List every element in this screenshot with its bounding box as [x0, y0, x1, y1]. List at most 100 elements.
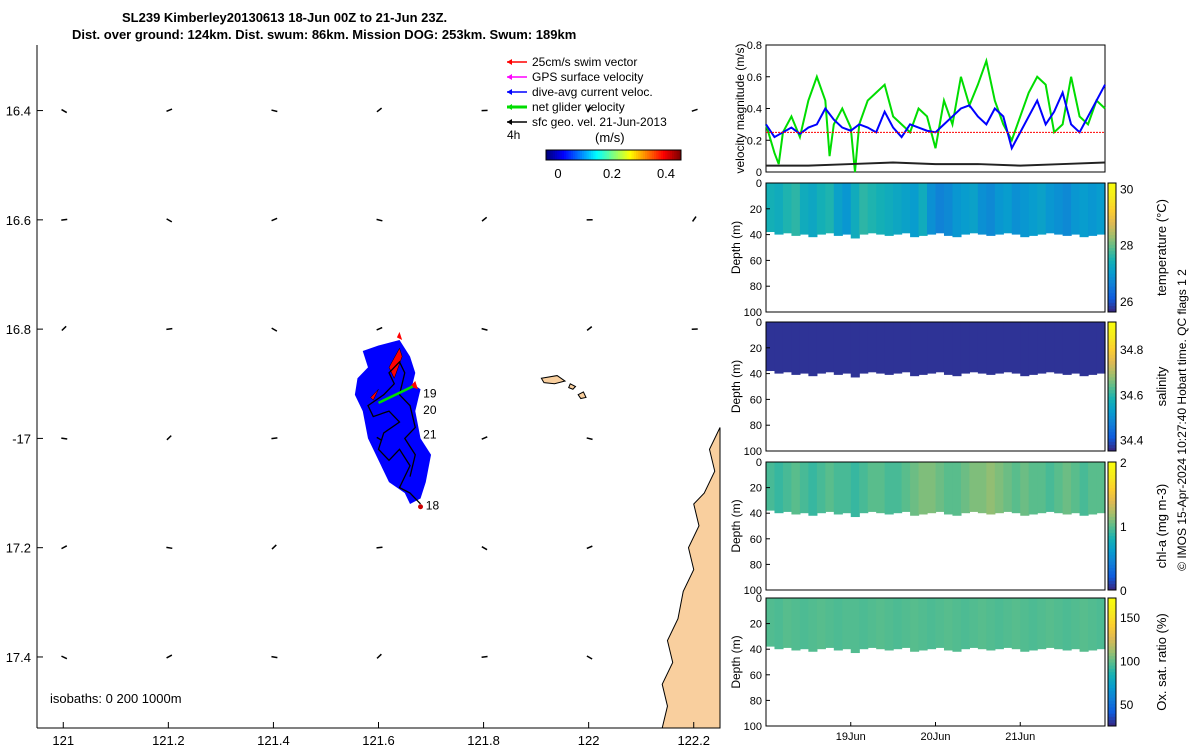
- section-colorbar-cell: [1108, 357, 1116, 362]
- section-data-column: [893, 598, 903, 650]
- section-colorbar-cell: [1108, 626, 1116, 631]
- section-colorbar-cell: [1108, 380, 1116, 384]
- section-colorbar-cell: [1108, 341, 1116, 346]
- section-data-column: [799, 183, 809, 235]
- section-data-column: [910, 322, 920, 377]
- section-data-column: [1028, 322, 1038, 375]
- section-data-column: [842, 598, 852, 650]
- legend-label: 25cm/s swim vector: [532, 55, 637, 69]
- map-y-tick-label: 16.8: [6, 322, 31, 337]
- section-colorbar-cell: [1108, 208, 1116, 213]
- colorbar-cell: [595, 150, 599, 160]
- land-mass: [661, 427, 721, 729]
- geo-velocity-arrow: [271, 544, 277, 550]
- section-data-column: [842, 183, 852, 235]
- section-data-column: [1011, 322, 1021, 374]
- section-colorbar-cell: [1108, 338, 1116, 342]
- geo-velocity-arrow: [481, 216, 488, 222]
- geo-velocity-arrow: [271, 217, 278, 222]
- section-colorbar-cell: [1108, 646, 1116, 650]
- section-data-column: [1079, 183, 1089, 238]
- section-y-tick-label: 60: [750, 394, 762, 406]
- velocity-y-tick-label: 0.2: [747, 135, 762, 147]
- section-colorbar-cell: [1108, 409, 1116, 413]
- section-data-column: [1045, 598, 1055, 648]
- section-data-column: [893, 322, 903, 374]
- section-data-column: [1020, 462, 1030, 516]
- section-colorbar-cell: [1108, 522, 1116, 527]
- swim-vector-patch-4: [396, 331, 403, 341]
- section-colorbar-cell: [1108, 506, 1116, 511]
- section-colorbar-cell: [1108, 205, 1116, 210]
- section-data-column: [952, 598, 962, 652]
- section-data-column: [986, 598, 996, 651]
- section-colorbar-cell: [1108, 690, 1116, 695]
- section-data-column: [1037, 183, 1047, 235]
- section-colorbar-cell: [1108, 253, 1116, 258]
- section-colorbar-cell: [1108, 601, 1116, 605]
- section-colorbar-cell: [1108, 532, 1116, 537]
- section-colorbar-frame: [1107, 597, 1117, 727]
- section-colorbar-tick-label: 2: [1120, 456, 1127, 470]
- colorbar-cell: [667, 150, 671, 160]
- section-data-column: [969, 322, 979, 373]
- section-colorbar-cell: [1108, 668, 1116, 673]
- colorbar-cell: [593, 150, 596, 160]
- section-colorbar-cell: [1108, 529, 1116, 533]
- island-0: [540, 375, 567, 385]
- section-colorbar-cell: [1108, 662, 1116, 666]
- geo-velocity-arrow: [691, 216, 697, 222]
- section-data-column: [969, 598, 979, 648]
- geo-velocity-arrow: [376, 107, 383, 113]
- section-colorbar-cell: [1108, 671, 1116, 676]
- section-data-column: [816, 462, 826, 514]
- section-data-column: [799, 322, 809, 374]
- colorbar-cell: [629, 150, 632, 160]
- section-data-column: [1037, 462, 1047, 514]
- map-panel: 18 19 20 21 121 121.2 121.4 121.6 121.8 122 122.2 1…: [6, 45, 721, 748]
- section-colorbar-cell: [1108, 260, 1116, 265]
- section-colorbar-cell: [1108, 370, 1116, 375]
- section-colorbar-cell: [1108, 244, 1116, 248]
- section-colorbar-cell: [1108, 468, 1116, 473]
- section-data-column: [833, 322, 843, 375]
- colorbar-tick-label: 0: [554, 166, 561, 181]
- section-colorbar-cell: [1108, 674, 1116, 679]
- section-data-column: [1062, 462, 1072, 515]
- section-data-column: [901, 598, 911, 648]
- section-colorbar-cell: [1108, 526, 1116, 530]
- section-data-column: [867, 322, 877, 373]
- section-colorbar-cell: [1108, 716, 1116, 721]
- section-colorbar-cell: [1108, 633, 1116, 637]
- day-label-18: 18: [426, 498, 440, 512]
- section-colorbar-cell: [1108, 328, 1116, 333]
- geo-velocity-arrow: [61, 655, 68, 660]
- section-data-column: [977, 462, 987, 514]
- section-colorbar-cell: [1108, 610, 1116, 615]
- section-colorbar-cell: [1108, 554, 1116, 559]
- section-colorbar-label: chl-a (mg m-3): [1154, 484, 1169, 569]
- geo-velocity-arrow: [376, 326, 383, 331]
- section-data-column: [876, 598, 886, 650]
- salinity-section-panel: 0 20 40 60 80 100 Depth (m) 34.4 34.6 34.8 salinit…: [729, 317, 1169, 458]
- section-data-column: [884, 322, 894, 375]
- section-y-tick-label: 60: [750, 534, 762, 546]
- velocity-y-tick-label: 0.4: [747, 104, 762, 116]
- section-data-column: [850, 462, 860, 518]
- section-colorbar-cell: [1108, 428, 1116, 433]
- section-y-tick-label: 100: [744, 585, 762, 597]
- geo-velocity-arrow: [481, 327, 488, 331]
- section-colorbar-cell: [1108, 678, 1116, 682]
- section-colorbar-cell: [1108, 322, 1116, 326]
- section-data-column: [1003, 598, 1013, 648]
- section-data-column: [1088, 322, 1098, 375]
- section-colorbar-cell: [1108, 386, 1116, 391]
- section-data-column: [766, 322, 776, 372]
- geo-velocity-arrow: [376, 546, 383, 549]
- section-data-column: [977, 183, 987, 235]
- section-frame: [765, 321, 1106, 452]
- colorbar-cell: [672, 150, 675, 160]
- section-data-column: [1062, 322, 1072, 375]
- velocity-y-tick-label: 0: [756, 167, 762, 179]
- colorbar-cell: [615, 150, 619, 160]
